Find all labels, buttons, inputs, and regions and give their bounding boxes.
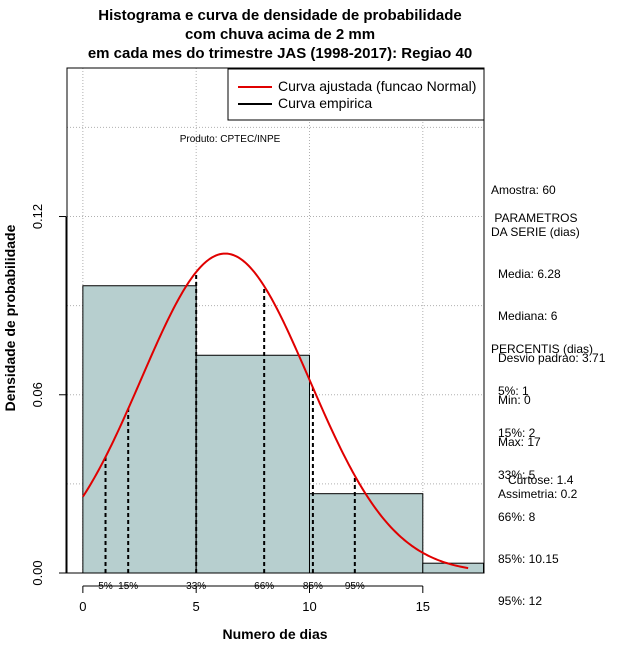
series-parameters: PARAMETROS DA SERIE (dias) Media: 6.28 M…	[491, 211, 605, 477]
histogram-bar	[308, 493, 424, 574]
stat-sample: Amostra: 60	[491, 183, 556, 197]
percentil-66: 66%: 8	[498, 510, 536, 524]
percentil-95: 95%: 12	[498, 594, 543, 608]
histogram-bar	[82, 285, 197, 574]
x-tick-label: 10	[302, 599, 316, 614]
param-min: Min: 0	[498, 393, 531, 407]
percentil-85: 85%: 10.15	[498, 552, 559, 566]
params-header-1: PARAMETROS	[491, 211, 578, 225]
y-tick-label: 0.06	[30, 382, 45, 407]
param-desvio: Desvio padrao: 3.71	[498, 351, 606, 365]
percentil-5: 5%: 1	[498, 384, 529, 398]
param-media: Media: 6.28	[498, 267, 561, 281]
y-axis-label: Densidade de probabilidade	[2, 224, 18, 411]
stat-curtose: Curtose: 1.4	[508, 473, 574, 487]
title-line-3: em cada mes do trimestre JAS (1998-2017)…	[87, 45, 473, 62]
percentiles-panel: PERCENTIS (dias) 5%: 1 15%: 2 33%: 5 66%…	[491, 342, 593, 636]
chart-title: Histograma e curva de densidade de proba…	[0, 6, 560, 63]
title-line-2: com chuva acima de 2 mm	[184, 26, 376, 43]
x-axis-label: Numero de dias	[222, 626, 327, 642]
stat-assimetria: Assimetria: 0.2	[498, 487, 578, 501]
histogram-bar	[195, 354, 310, 574]
axes-layer: 0 5 10 15 0.00 0.06 0.12	[30, 204, 430, 614]
x-tick-label: 5	[193, 599, 200, 614]
fitted-normal-curve	[82, 252, 469, 570]
x-tick-label: 15	[416, 599, 430, 614]
title-line-1: Histograma e curva de densidade de proba…	[98, 7, 462, 24]
legend-box	[227, 68, 485, 121]
y-tick-label: 0.00	[30, 560, 45, 585]
params-header-2: DA SERIE (dias)	[491, 225, 580, 239]
bars-layer	[82, 285, 484, 574]
plot-frame	[66, 67, 485, 574]
param-max: Max: 17	[498, 435, 541, 449]
legend-empirical-label: Curva empirica	[278, 95, 372, 111]
legend-fitted-label: Curva ajustada (funcao Normal)	[278, 78, 476, 94]
percentis-header: PERCENTIS (dias)	[491, 342, 594, 356]
product-label: Produto: CPTEC/INPE	[180, 134, 281, 145]
legend: Curva ajustada (funcao Normal) Curva emp…	[227, 68, 485, 121]
x-tick-label: 0	[79, 599, 86, 614]
shape-stats: Curtose: 1.4 Assimetria: 0.2	[498, 473, 577, 501]
percentil-33: 33%: 5	[498, 468, 536, 482]
y-tick-label: 0.12	[30, 204, 45, 229]
param-mediana: Mediana: 6	[498, 309, 558, 323]
percentil-15: 15%: 2	[498, 426, 536, 440]
